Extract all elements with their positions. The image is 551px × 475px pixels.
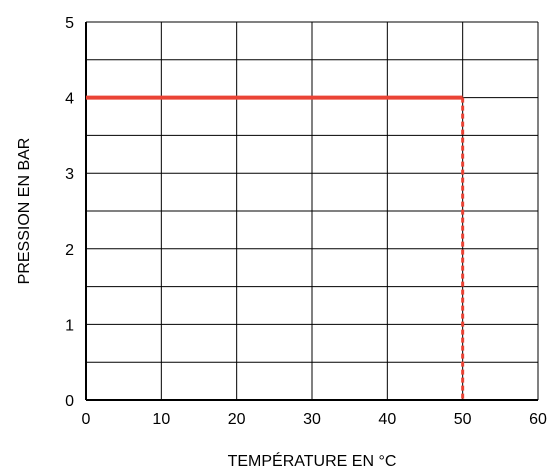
grid: [85, 21, 539, 401]
y-tick-label: 3: [65, 166, 74, 183]
y-tick-label: 2: [65, 242, 74, 259]
tick-labels: 0 10 20 30 40 50 60 0 1 2 3 4 5: [65, 15, 547, 428]
y-tick-label: 5: [65, 15, 74, 32]
y-tick-label: 0: [65, 393, 74, 410]
series: [86, 95, 465, 400]
x-tick-label: 10: [152, 411, 170, 428]
y-axis-label: PRESSION EN BAR: [16, 138, 33, 285]
x-axis-label: TEMPÉRATURE EN °C: [228, 451, 397, 470]
x-tick-label: 0: [82, 411, 91, 428]
x-tick-label: 50: [454, 411, 472, 428]
x-tick-label: 60: [529, 411, 547, 428]
axes: [85, 22, 538, 401]
y-tick-label: 4: [65, 91, 74, 108]
x-tick-label: 20: [228, 411, 246, 428]
x-tick-label: 30: [303, 411, 321, 428]
x-tick-label: 40: [378, 411, 396, 428]
y-tick-label: 1: [65, 317, 74, 334]
